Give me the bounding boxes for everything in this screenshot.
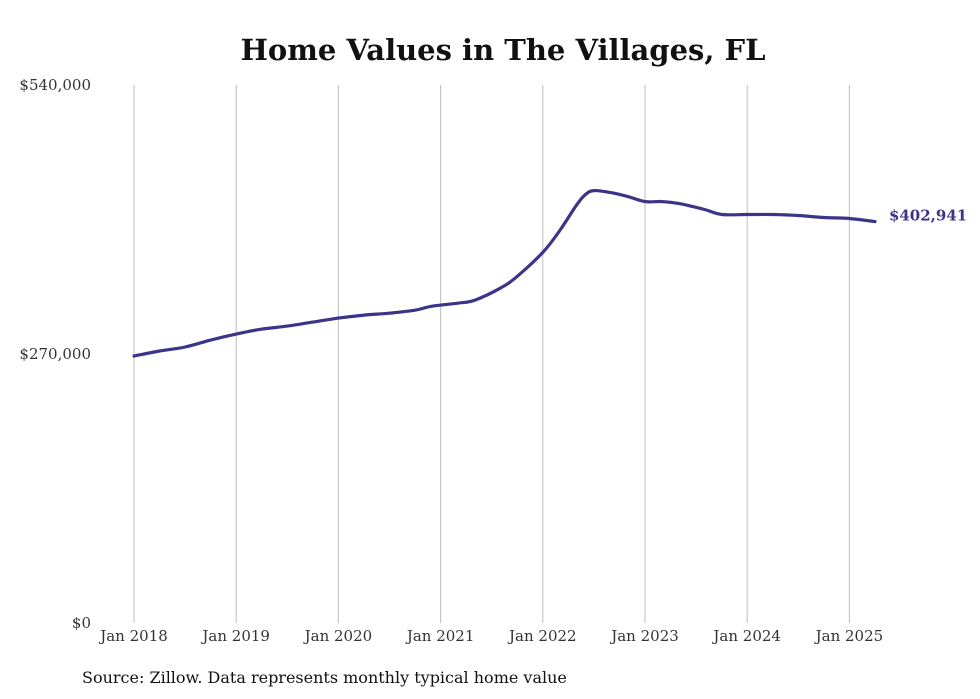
x-tick-label: Jan 2024 [711,627,781,645]
x-axis-ticks: Jan 2018 Jan 2019 Jan 2020 Jan 2021 Jan 2022… [98,627,883,645]
x-tick-label: Jan 2022 [507,627,577,645]
y-tick-label: $270,000 [19,345,91,363]
end-value-label: $402,941 [889,207,967,225]
x-tick-label: Jan 2021 [405,627,475,645]
x-tick-label: Jan 2018 [98,627,168,645]
y-axis-ticks: $0 $270,000 $540,000 [19,76,91,632]
home-value-line [132,188,877,358]
x-tick-label: Jan 2025 [814,627,884,645]
y-tick-label: $540,000 [19,76,91,94]
gridlines [133,85,850,623]
source-note: Source: Zillow. Data represents monthly … [82,668,567,687]
x-tick-label: Jan 2020 [303,627,373,645]
y-tick-label: $0 [72,614,91,632]
x-tick-label: Jan 2023 [609,627,679,645]
x-tick-label: Jan 2019 [200,627,270,645]
chart-title: Home Values in The Villages, FL [240,33,765,67]
